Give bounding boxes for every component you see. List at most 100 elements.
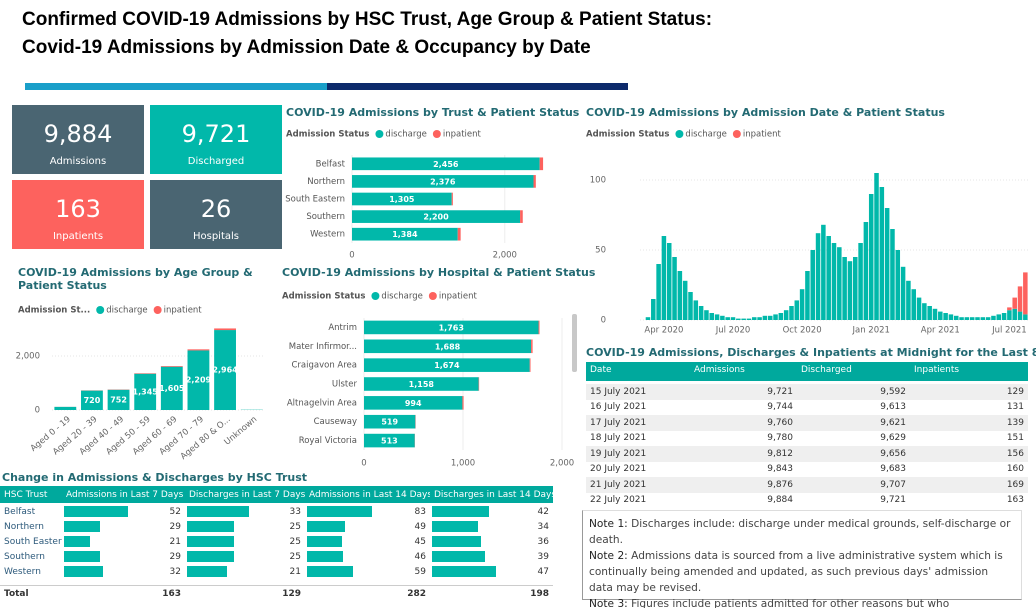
y-tick-label: 100 — [590, 176, 606, 186]
bar — [895, 250, 901, 320]
table-cell: 9,592 — [880, 386, 906, 397]
data-bar — [307, 536, 343, 547]
table-row: 16 July 2021 9,744 9,613 131 — [586, 399, 1028, 415]
bar — [214, 330, 236, 410]
table-cell: 9,721 — [767, 386, 793, 397]
table-cell: 9,744 — [767, 402, 793, 413]
legend-label: discharge — [385, 130, 426, 140]
table-cell: 34 — [430, 519, 553, 534]
bar — [853, 257, 858, 320]
cell-text: Southern — [4, 551, 45, 562]
kpi-card — [150, 105, 282, 174]
table-row: 20 July 2021 9,843 9,683 160 — [586, 461, 1028, 477]
column-header[interactable]: Admissions in Last 14 Days — [309, 489, 430, 500]
table-cell: 29 — [62, 519, 185, 534]
cell-text: 25 — [289, 536, 301, 547]
table-cell: 131 — [1006, 402, 1024, 413]
bar — [693, 300, 699, 320]
cell-text: 198 — [530, 589, 549, 599]
table-cell: 59 — [305, 564, 430, 579]
kpi-card — [150, 180, 282, 249]
bar — [730, 317, 736, 320]
cell-text: 32 — [169, 566, 181, 577]
table-cell: Northern — [0, 519, 62, 534]
bar — [1007, 310, 1012, 320]
y-tick-label: 50 — [595, 246, 606, 256]
y-tick-label: Southern — [306, 212, 345, 222]
x-tick-label: Oct 2020 — [783, 326, 822, 336]
note: Note 2: Admissions data is sourced from … — [589, 548, 1015, 596]
legend-label: discharge — [685, 130, 726, 140]
table-row: 15 July 2021 9,721 9,592 129 — [586, 384, 1028, 400]
bar — [810, 250, 815, 320]
bar — [964, 317, 970, 320]
bar — [884, 208, 890, 320]
table-row: 17 July 2021 9,760 9,621 139 — [586, 415, 1028, 431]
x-tick-label: 0 — [361, 459, 366, 469]
bar — [352, 175, 534, 188]
bar — [645, 317, 651, 320]
table-cell: 9,876 — [767, 479, 793, 490]
bar — [900, 266, 906, 320]
kpi-label: Inpatients — [53, 231, 103, 242]
table-cell: 19 July 2021 — [590, 448, 647, 459]
table-row: 21 July 2021 9,876 9,707 169 — [586, 477, 1028, 493]
column-header[interactable]: Admissions in Last 7 Days — [66, 489, 184, 500]
cell-text: 39 — [537, 551, 549, 562]
bar — [762, 315, 768, 320]
note-text: Figures include patients admitted for ot… — [631, 598, 950, 608]
bar — [773, 314, 778, 320]
value-label: 1,674 — [434, 361, 460, 370]
legend-marker — [675, 130, 684, 138]
column-header[interactable]: Discharges in Last 7 Days — [189, 489, 305, 500]
table-cell: 21 — [185, 564, 305, 579]
y-tick-label: 0 — [35, 406, 40, 416]
table-cell: 9,843 — [767, 464, 793, 475]
value-label: 2,376 — [430, 177, 456, 186]
bar — [107, 389, 130, 410]
table-header-row: HSC Trust Admissions in Last 7 Days Discha… — [0, 486, 553, 503]
column-header[interactable]: HSC Trust — [4, 489, 48, 500]
bar — [352, 227, 458, 241]
bar — [352, 192, 452, 206]
data-bar — [307, 521, 346, 532]
table-cell: 49 — [305, 519, 430, 534]
column-header[interactable]: Discharges in Last 14 Days — [434, 489, 553, 500]
table-cell: 9,621 — [880, 417, 906, 428]
bar — [890, 229, 895, 320]
column-header[interactable]: Inpatients — [914, 365, 960, 375]
data-bar — [307, 551, 344, 562]
column-header[interactable]: Admissions — [694, 365, 745, 375]
y-tick-label: 2,000 — [16, 352, 40, 362]
kpi-value: 26 — [201, 195, 232, 223]
bar — [187, 349, 210, 351]
cell-text: 282 — [407, 589, 426, 599]
column-header[interactable]: Discharged — [801, 365, 852, 375]
bar — [677, 271, 683, 320]
bar — [1012, 297, 1017, 309]
legend-label: inpatient — [743, 130, 782, 140]
table-cell: Western — [0, 564, 62, 579]
x-tick-label: Jul 2020 — [715, 326, 751, 336]
bar — [874, 173, 879, 320]
kpi-card — [12, 105, 144, 174]
bar — [160, 366, 183, 410]
bar — [720, 315, 725, 320]
column-header[interactable]: Date — [590, 365, 612, 375]
value-label: 1,384 — [392, 230, 418, 239]
chart-title: COVID-19 Admissions by Trust & Patient S… — [286, 106, 580, 119]
kpi-card — [12, 180, 144, 249]
y-tick-label: Western — [310, 230, 345, 240]
bar — [906, 280, 911, 320]
cell-text: 46 — [414, 551, 426, 562]
table-row: Belfast 52 33 83 42 — [0, 504, 553, 519]
page-title: Confirmed COVID-19 Admissions by HSC Tru… — [22, 9, 713, 30]
header-bar-left — [25, 83, 327, 90]
bar — [531, 339, 533, 354]
legend-title: Admission Status — [586, 130, 669, 140]
scrollbar[interactable] — [572, 314, 577, 372]
y-tick-label: Craigavon Area — [292, 361, 358, 371]
table-cell: 25 — [185, 519, 305, 534]
x-tick-label: Apr 2020 — [644, 326, 683, 336]
